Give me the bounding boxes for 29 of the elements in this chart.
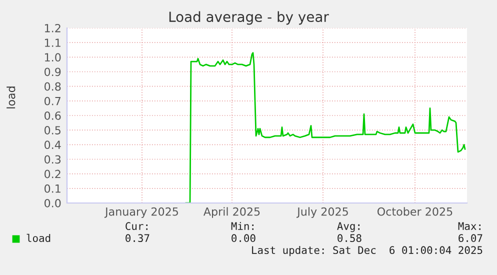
y-tick-label: 1.2: [44, 24, 60, 32]
y-tick-label: 0.5: [44, 126, 60, 134]
text: 6.07: [458, 234, 482, 242]
text: Max:: [458, 222, 480, 230]
text: Cur:: [126, 222, 148, 230]
y-tick-label: 0.7: [44, 96, 60, 106]
y-tick-label: 0.3: [44, 155, 61, 164]
legend-label: load: [26, 234, 50, 242]
x-tick-label: July 2025: [296, 207, 348, 218]
y-axis-title: load: [6, 86, 16, 108]
x-tick-label: October 2025: [377, 207, 452, 216]
x-tick-label: April 2025: [203, 207, 260, 218]
chart-title: Load average - by year: [169, 11, 329, 25]
text: 0.58: [338, 234, 362, 242]
x-tick-label: January 2025: [104, 207, 178, 218]
y-tick-label: 0.6: [44, 111, 61, 120]
y-tick-label: 0.9: [44, 68, 61, 76]
text: Last update: Sat Dec 6 01:00:04 2025: [252, 246, 482, 256]
y-tick-label: 0.0: [44, 198, 61, 208]
y-tick-label: 1.1: [44, 38, 60, 47]
text: Avg:: [337, 222, 360, 232]
text: 0.37: [126, 234, 150, 242]
text: 0.00: [232, 234, 256, 242]
text: Min:: [231, 222, 254, 230]
y-tick-label: 0.4: [44, 140, 61, 150]
y-tick-label: 0.8: [44, 82, 61, 91]
y-tick-label: 0.2: [44, 170, 60, 178]
y-tick-label: 0.1: [44, 184, 60, 193]
y-tick-label: 1.0: [44, 53, 61, 62]
